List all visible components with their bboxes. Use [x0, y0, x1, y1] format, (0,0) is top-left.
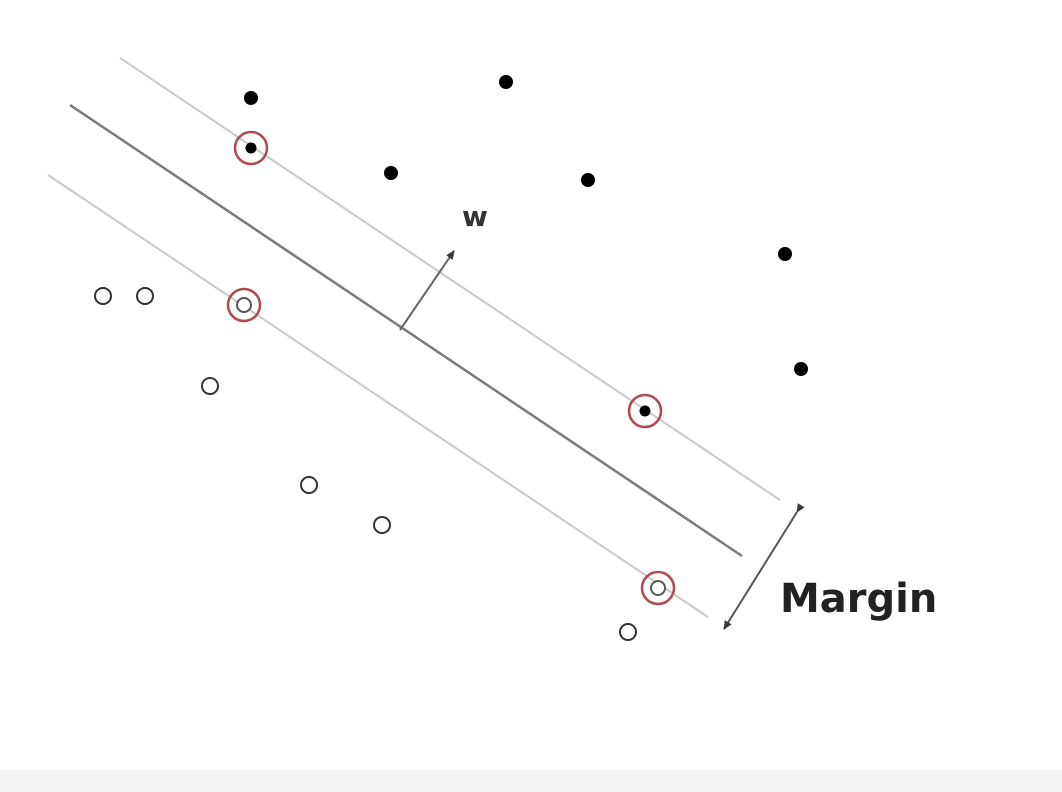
- positive-point: [244, 91, 258, 105]
- w-label: w: [462, 200, 488, 233]
- support-vector-ring: [226, 287, 262, 323]
- support-vector-rings: [226, 130, 676, 606]
- negative-point: [201, 377, 219, 395]
- positive-point: [794, 362, 808, 376]
- support-vector-ring: [233, 130, 269, 166]
- negative-class-points: [94, 287, 666, 641]
- positive-point: [384, 166, 398, 180]
- margin-arrow: [723, 503, 805, 630]
- positive-point: [581, 173, 595, 187]
- lower-margin-line: [47, 174, 709, 618]
- negative-point: [300, 476, 318, 494]
- support-vector-ring: [627, 393, 663, 429]
- negative-point: [619, 623, 637, 641]
- negative-point: [373, 516, 391, 534]
- negative-point: [136, 287, 154, 305]
- negative-point: [650, 580, 666, 596]
- decision-boundary-line: [69, 103, 743, 558]
- normal-vector-arrow: [399, 250, 455, 331]
- positive-point: [639, 405, 651, 417]
- bottom-strip: [0, 770, 1062, 792]
- negative-point: [94, 287, 112, 305]
- positive-point: [499, 75, 513, 89]
- positive-point: [778, 247, 792, 261]
- negative-point: [236, 297, 252, 313]
- margin-label: Margin: [780, 576, 937, 622]
- positive-class-points: [244, 75, 808, 417]
- support-vector-ring: [640, 570, 676, 606]
- positive-point: [245, 142, 257, 154]
- upper-margin-line: [119, 57, 781, 501]
